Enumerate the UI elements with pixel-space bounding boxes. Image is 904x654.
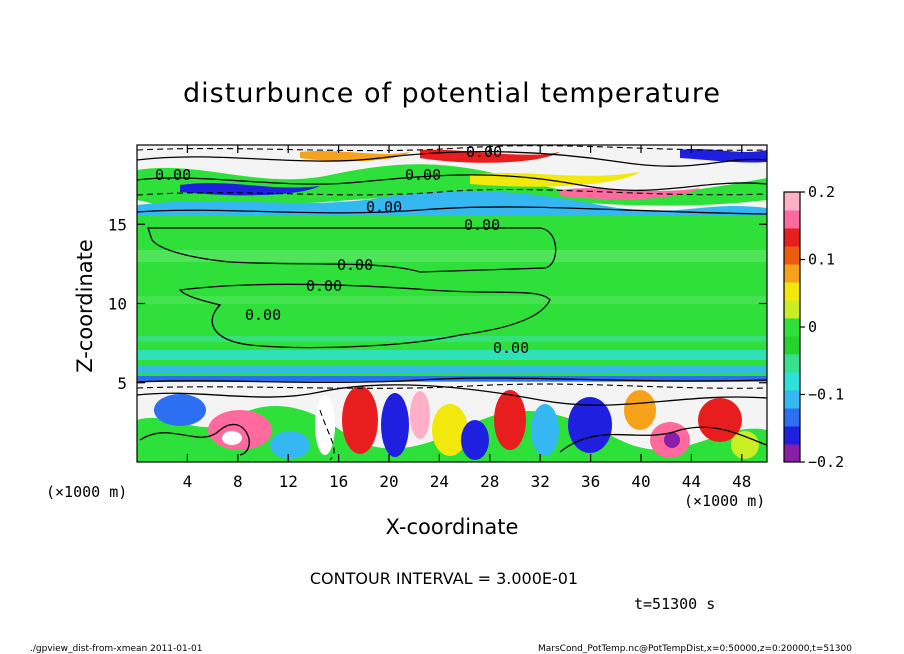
y-tick-label: 5 [117, 374, 127, 393]
footer-right: MarsCond_PotTemp.nc@PotTempDist,x=0:5000… [538, 644, 852, 654]
contour-upper-2 [137, 174, 767, 191]
x-tick-label: 44 [682, 472, 701, 491]
lower-blob-blue-4 [568, 397, 612, 453]
x-tick-label: 16 [329, 472, 348, 491]
colorbar-segment [784, 408, 800, 427]
x-axis: 4 8 12 16 20 24 28 32 36 40 44 48 [183, 145, 751, 491]
contour-lines [137, 150, 767, 456]
colorbar-segment [784, 318, 800, 337]
contour-label: 0.00 [155, 166, 191, 184]
colorbar-segment [784, 300, 800, 319]
contour-dashed-2 [137, 188, 767, 196]
colorbar-segment [784, 210, 800, 229]
colorbar-tick-label: −0.1 [808, 386, 844, 404]
contour-lower-3 [139, 423, 250, 456]
colorbar-tick-label: 0 [808, 318, 817, 336]
footer-left: ./gpview_dist-from-xmean 2011-01-01 [30, 644, 202, 654]
lower-blob-pink-2 [410, 391, 430, 439]
colorbar-segment [784, 372, 800, 391]
lower-blob-yellow-1 [432, 404, 468, 456]
colorbar-tick-label: 0.1 [808, 251, 835, 269]
x-tick-label: 48 [732, 472, 751, 491]
contour-lower-4 [559, 426, 767, 453]
y-tick-label: 15 [108, 215, 127, 234]
colorbar: 0.2 0.1 0 −0.1 −0.2 [783, 183, 844, 471]
contour-label-group: 0.00 0.00 0.00 0.00 0.00 0.00 0.00 0.00 … [155, 143, 529, 357]
lower-blob-red-3 [494, 390, 526, 450]
colorbar-segment [784, 282, 800, 301]
x-tick-label: 20 [379, 472, 398, 491]
colorbar-segment [784, 228, 800, 247]
contour-upper-3 [137, 206, 767, 215]
x-tick-label: 28 [480, 472, 499, 491]
colorbar-segment [784, 426, 800, 445]
x-tick-label: 40 [631, 472, 650, 491]
lower-blob-purple-1 [222, 431, 242, 445]
colorbar-segment [784, 390, 800, 409]
colorbar-segment [784, 264, 800, 283]
lower-blob-cyan-2 [270, 431, 310, 459]
lower-blob-blue-2 [381, 393, 409, 457]
contour-label: 0.00 [464, 216, 500, 234]
contour-label: 0.00 [245, 306, 281, 324]
lower-blob-yellow-2 [731, 431, 759, 459]
colorbar-tick-label: −0.2 [808, 453, 844, 471]
contour-interval-note: CONTOUR INTERVAL = 3.000E-01 [310, 569, 578, 588]
chart-title: disturbunce of potential temperature [183, 78, 721, 109]
colorbar-segment [784, 336, 800, 355]
colorbar-segment [784, 192, 800, 211]
lower-blob-red-2 [342, 386, 378, 454]
band-teal-1 [137, 336, 767, 342]
x-axis-title: X-coordinate [386, 515, 519, 539]
colorbar-segment [784, 354, 800, 373]
contour-lines-dashed [137, 145, 767, 461]
y-tick-label: 10 [108, 295, 127, 314]
contour-mid-2 [178, 283, 551, 349]
contour-label: 0.00 [337, 256, 373, 274]
contour-dashed-1 [137, 145, 767, 152]
x-tick-label: 32 [531, 472, 550, 491]
x-unit-left: (×1000 m) [46, 483, 127, 501]
contour-mid-1 [147, 227, 557, 273]
band-cyan [137, 366, 767, 374]
upper-swirl-red [420, 149, 560, 163]
band-light-1 [137, 250, 767, 262]
x-tick-label: 8 [233, 472, 243, 491]
upper-swirl-orange [300, 151, 410, 162]
upper-swirl-blue [180, 182, 320, 196]
upper-swirl-pink [560, 188, 700, 200]
band-teal-2 [137, 350, 767, 360]
band-light-2 [137, 296, 767, 304]
contour-label: 0.00 [405, 166, 441, 184]
x-unit-right: (×1000 m) [684, 492, 765, 510]
plot-area: 0.00 0.00 0.00 0.00 0.00 0.00 0.00 0.00 … [137, 143, 767, 462]
colorbar-segment [784, 444, 800, 463]
x-tick-label: 12 [279, 472, 298, 491]
colorbar-segment [784, 246, 800, 265]
x-tick-label: 4 [183, 472, 193, 491]
contour-upper-1 [137, 150, 767, 167]
time-label: t=51300 s [634, 595, 715, 613]
contour-label: 0.00 [306, 277, 342, 295]
contour-dashed-4 [319, 409, 335, 461]
contour-label: 0.00 [493, 339, 529, 357]
lower-blob-red-1 [208, 410, 272, 450]
lower-blob-blue-1 [154, 394, 206, 426]
colorbar-tick-label: 0.2 [808, 183, 835, 201]
contour-lower-2 [137, 384, 767, 406]
y-axis: 5 10 15 [108, 215, 767, 393]
x-tick-label: 36 [581, 472, 600, 491]
contour-lower-1 [137, 377, 767, 383]
lower-blob-purple-2 [664, 432, 680, 448]
y-axis-title: Z-coordinate [73, 239, 97, 373]
contour-label: 0.00 [366, 198, 402, 216]
contour-label: 0.00 [466, 143, 502, 161]
lower-blob-cyan-1 [531, 404, 559, 456]
contour-dashed-3 [137, 383, 767, 389]
lower-blob-blue-3 [461, 420, 489, 460]
x-tick-label: 24 [430, 472, 449, 491]
lower-blob-orange-1 [624, 390, 656, 430]
